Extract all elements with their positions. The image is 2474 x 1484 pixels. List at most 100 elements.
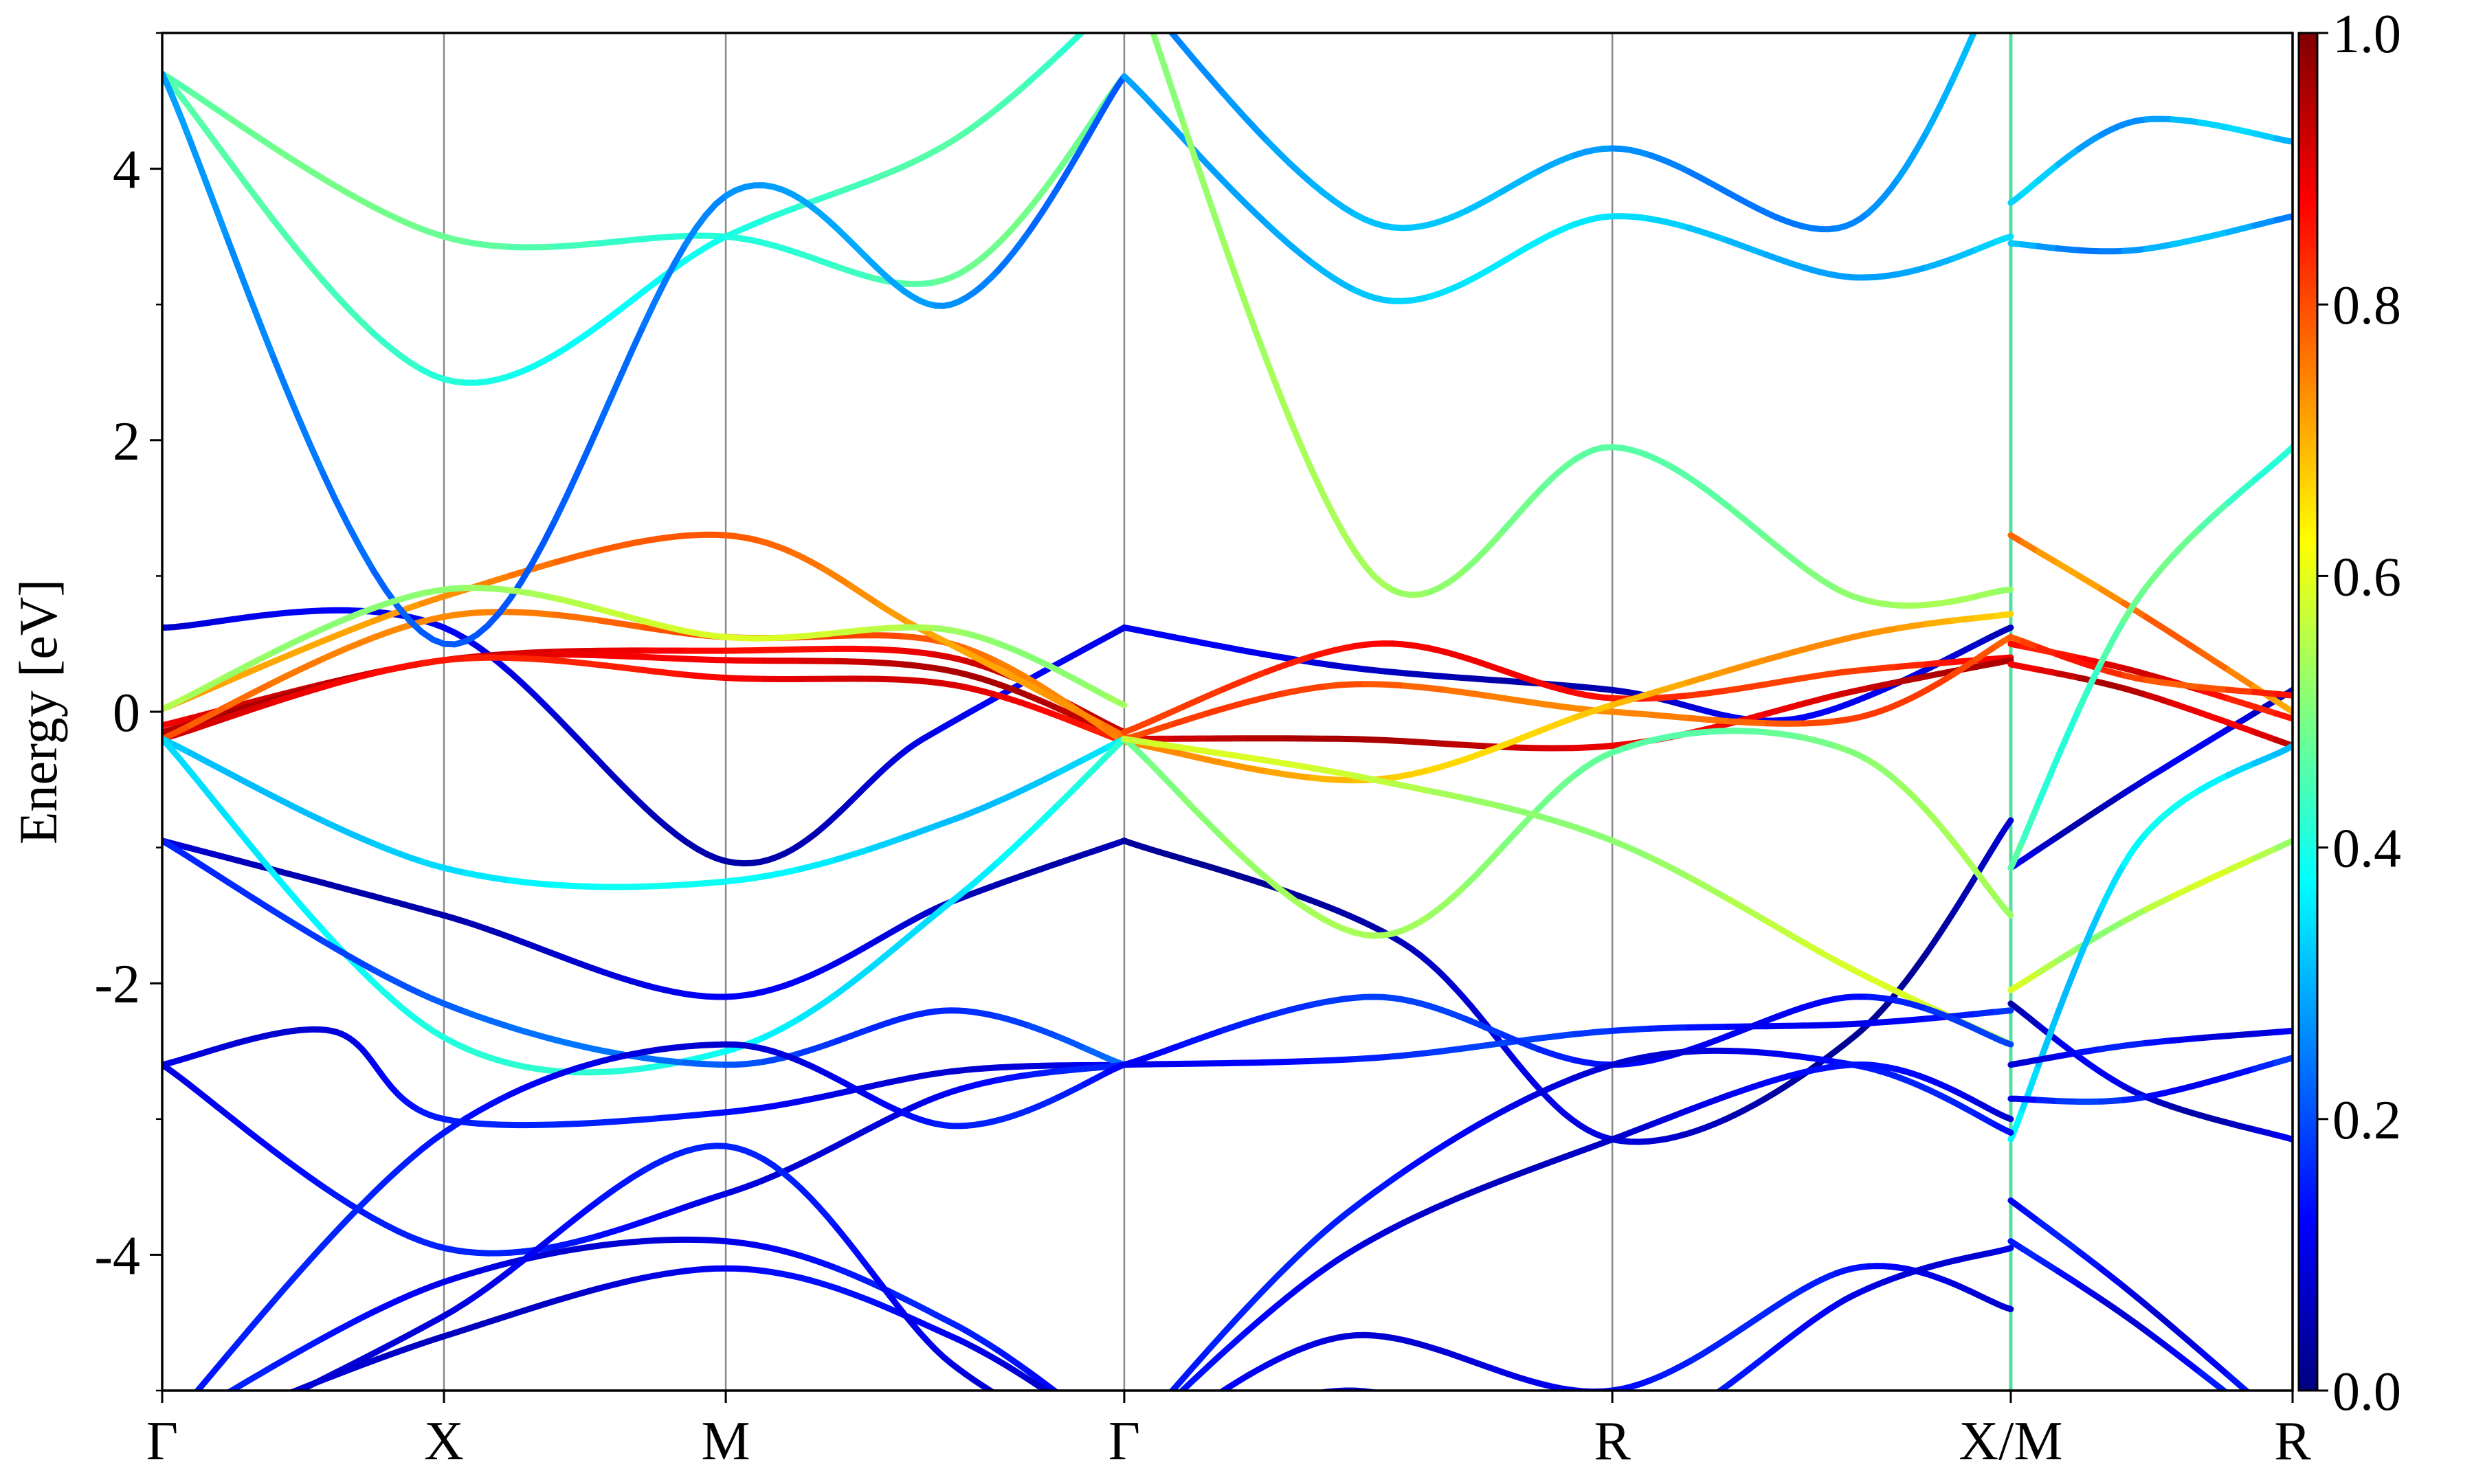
band-segment <box>1124 0 1149 6</box>
band-segment <box>1993 586 2014 595</box>
band-line <box>2007 1197 2251 1391</box>
band-segment <box>225 815 277 877</box>
band-segment <box>1865 175 1902 216</box>
plot-border <box>161 32 2294 1392</box>
band-segment <box>2019 1009 2042 1029</box>
band-segment <box>1463 1039 1506 1051</box>
x-tick-label: Γ <box>1108 1411 1140 1472</box>
band-segment <box>1026 1022 1062 1040</box>
band-line <box>162 1026 1128 1129</box>
band-segment <box>682 878 729 888</box>
band-segment <box>1686 874 1731 902</box>
band-segment <box>1924 598 1957 608</box>
band-segment <box>682 192 729 248</box>
band-segment <box>935 635 977 660</box>
band-segment <box>418 1272 469 1294</box>
band-segment <box>2273 837 2293 851</box>
colorbar-tick-label: 0.4 <box>2332 819 2401 879</box>
band-segment <box>395 1092 421 1113</box>
band-segment <box>418 1238 469 1255</box>
band-segment <box>867 1268 907 1317</box>
band-line <box>1121 640 2014 736</box>
band-segment <box>757 846 796 865</box>
band-segment <box>320 1350 377 1382</box>
band-segment <box>2225 1031 2258 1039</box>
band-segment <box>995 783 1033 805</box>
band-segment <box>552 1242 603 1256</box>
band-segment <box>640 233 689 243</box>
band-line <box>1124 0 1977 233</box>
band-segment <box>640 257 689 295</box>
band-segment <box>640 881 689 890</box>
band-segment <box>1536 1031 1579 1042</box>
band-segment <box>789 824 825 853</box>
band-segment <box>1763 647 1807 663</box>
band-segment <box>1648 1106 1695 1128</box>
band-segment <box>2273 742 2293 757</box>
band-segment <box>598 537 649 554</box>
band-segment <box>418 585 469 597</box>
band-segment <box>1086 1418 1108 1434</box>
band-segment <box>1572 213 1616 227</box>
band-segment <box>761 1268 805 1281</box>
band-segment <box>2075 659 2105 712</box>
band-segment <box>1205 1328 1251 1369</box>
band-segment <box>658 1111 709 1121</box>
band-segment <box>1763 535 1807 570</box>
band-segment <box>187 702 232 729</box>
band-segment <box>506 1250 558 1266</box>
band-segment <box>1500 728 1543 749</box>
band-segment <box>1609 1053 1655 1068</box>
band-segment <box>370 590 425 611</box>
band-segment <box>798 991 840 1021</box>
band-segment <box>1284 888 1340 914</box>
band-segment <box>1082 1069 1111 1087</box>
band-segment <box>517 1121 569 1129</box>
band-segment <box>640 666 689 678</box>
band-segment <box>1323 1196 1368 1233</box>
band-segment <box>370 660 425 677</box>
colorbar-tick-label: 0.8 <box>2332 276 2401 336</box>
band-segment <box>228 1404 274 1426</box>
band-segment <box>833 1224 874 1274</box>
band-line <box>162 585 1128 712</box>
band-segment <box>1924 617 1957 627</box>
band-segment <box>2036 548 2061 567</box>
band-segment <box>1308 765 1358 779</box>
band-segment <box>761 646 805 653</box>
band-segment <box>463 238 513 250</box>
band-segment <box>418 858 469 877</box>
band-segment <box>1536 679 1579 696</box>
band-segment <box>1056 713 1089 730</box>
band-segment <box>963 798 1002 818</box>
band-line <box>1121 993 2014 1068</box>
band-segment <box>1059 1428 1086 1440</box>
band-segment <box>1801 1054 1840 1066</box>
band-segment <box>553 713 605 767</box>
band-segment <box>1993 611 2014 619</box>
band-segment <box>463 870 513 884</box>
band-segment <box>225 769 277 800</box>
band-segment <box>1205 1304 1251 1353</box>
band-segment <box>867 1015 907 1032</box>
band-segment <box>2007 1105 2026 1143</box>
band-segment <box>722 532 764 545</box>
band-segment <box>162 622 193 631</box>
band-segment <box>1220 238 1271 366</box>
band-segment <box>2169 630 2204 655</box>
band-segment <box>798 1058 840 1082</box>
band-segment <box>162 1061 193 1089</box>
band-segment <box>702 1107 748 1118</box>
band-segment <box>506 1232 558 1274</box>
band-segment <box>2120 1283 2150 1308</box>
band-segment <box>506 934 558 958</box>
band-segment <box>1686 667 1731 686</box>
band-segment <box>1026 51 1062 85</box>
band-segment <box>270 1242 326 1305</box>
band-segment <box>2225 1372 2251 1391</box>
band-segment <box>1572 690 1616 701</box>
band-segment <box>833 1285 874 1305</box>
band-segment <box>798 1185 840 1231</box>
band-segment <box>1544 1094 1583 1128</box>
